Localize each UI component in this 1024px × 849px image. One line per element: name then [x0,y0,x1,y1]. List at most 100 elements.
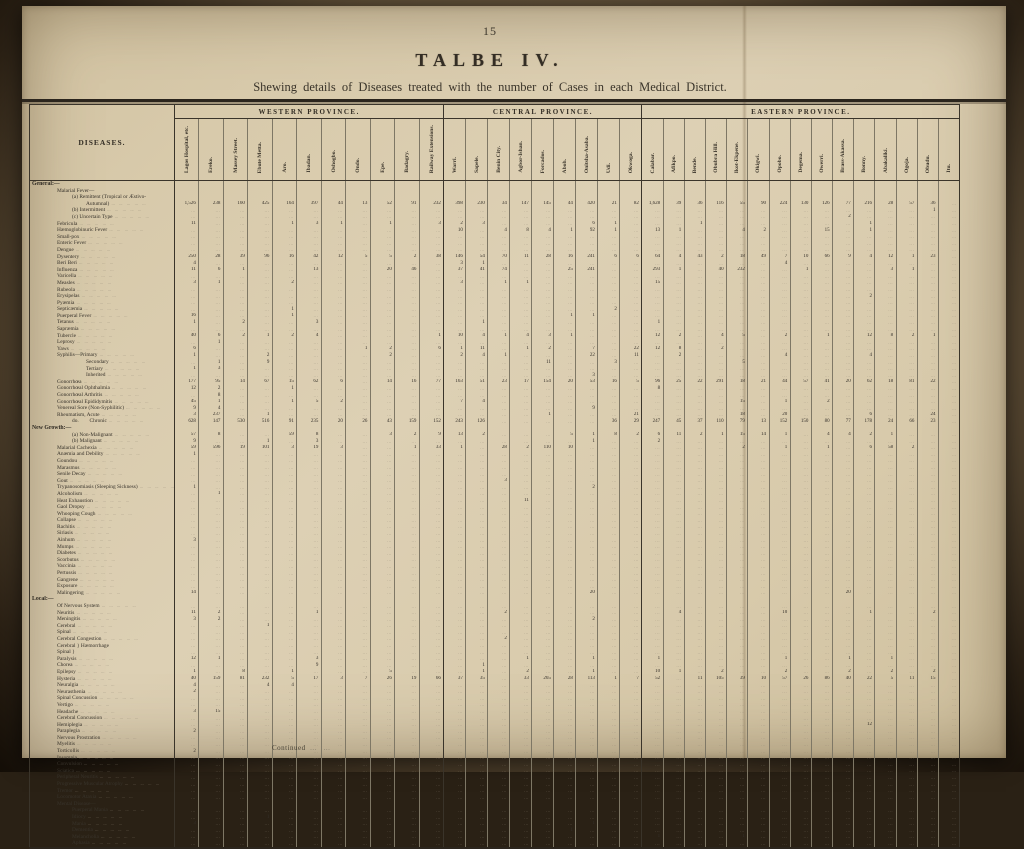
cell [597,180,620,188]
cell: ... [916,444,939,452]
cell: ... [222,530,248,538]
cell: ... [222,715,248,722]
cell [768,596,791,603]
disease-label: Peripheral Neuritis [30,774,175,781]
cell: ... [296,240,322,247]
cell [704,194,727,201]
cell: ... [853,563,875,571]
cell: ... [487,629,510,636]
cell: ... [247,754,273,762]
cell: ... [271,339,297,346]
cell: ... [938,497,960,505]
disease-label: Venereal Sore (Non-Syphilitic) [30,405,175,412]
cell: ... [832,227,854,234]
district-header: Warri. [443,118,466,181]
cell: ... [683,279,706,287]
cell: ... [509,728,532,735]
cell: ... [222,213,248,221]
cell: ... [418,616,444,623]
disease-label: Spinal [30,629,175,636]
cell: ... [296,227,322,234]
cell: ... [895,227,918,234]
cell: ... [789,352,812,360]
cell: ... [247,642,273,650]
cell: ... [531,385,554,392]
cell: ... [198,306,224,313]
cell: ... [198,635,224,643]
cell: ... [173,583,199,590]
cell: 425 [247,200,273,208]
cell: 23 [487,378,510,386]
cell: ... [198,767,224,775]
cell: ... [789,767,812,775]
cell: ... [345,293,371,300]
table-row: Neuralgia4......44......................… [30,682,960,689]
table-row: Syphilis—Primary1......2............2...… [30,352,960,360]
cell: ... [768,266,791,274]
cell [575,596,598,603]
district-name: Ebute Metta. [257,141,264,173]
cell: ... [418,715,444,722]
cell: ... [222,233,248,241]
cell: ... [747,332,770,340]
cell: 13 [296,266,322,274]
cell: ... [173,517,199,524]
cell: ... [789,787,812,795]
cell: ... [222,398,248,406]
cell: ... [853,372,875,379]
cell: ... [895,477,918,485]
cell: ... [345,616,371,623]
cell: ... [938,688,960,696]
cell: ... [320,774,346,782]
cell: ... [247,517,273,524]
cell: ... [641,240,664,247]
cell: ... [553,484,576,491]
cell: ... [465,741,488,749]
cell: ... [531,398,554,406]
cell: ... [487,543,510,551]
cell: 55 [726,200,748,208]
cell: ... [509,827,532,834]
cell: ... [487,220,510,228]
cell: ... [747,392,770,399]
cell: ... [418,411,444,419]
cell: ... [704,510,727,518]
cell: 11 [531,359,554,366]
cell: ... [222,523,248,531]
cell: 5 [553,431,576,439]
cell [832,800,854,808]
cell: ... [768,207,791,214]
cell: ... [296,246,322,254]
cell: ... [345,365,371,373]
cell: ... [443,734,466,742]
cell: ... [916,504,939,511]
cell: ... [683,523,706,531]
cell: 2 [662,332,685,340]
cell: 1 [726,833,748,841]
cell: ... [465,787,488,795]
cell: ... [832,774,854,782]
cell: ... [418,286,444,294]
cell: ... [747,728,770,735]
cell: ... [726,352,748,360]
cell: ... [726,642,748,650]
cell: ... [810,570,833,577]
cell: ... [465,642,488,650]
cell: ... [296,701,322,709]
table-row: Nervous Prostration.....................… [30,734,960,742]
cell [198,180,224,188]
disease-label: Siriasis [30,530,175,537]
cell: ... [597,635,620,643]
cell: ... [789,392,812,399]
cell: ... [597,787,620,795]
cell: ... [641,339,664,346]
cell: ... [369,662,395,669]
cell: ... [895,576,918,584]
table-row: Anæmia and Debility1....................… [30,451,960,458]
cell: ... [345,405,371,412]
cell: ... [768,767,791,775]
cell: ... [465,477,488,485]
cell: 66 [810,253,833,261]
cell: ... [747,603,770,610]
cell: ... [369,392,395,399]
